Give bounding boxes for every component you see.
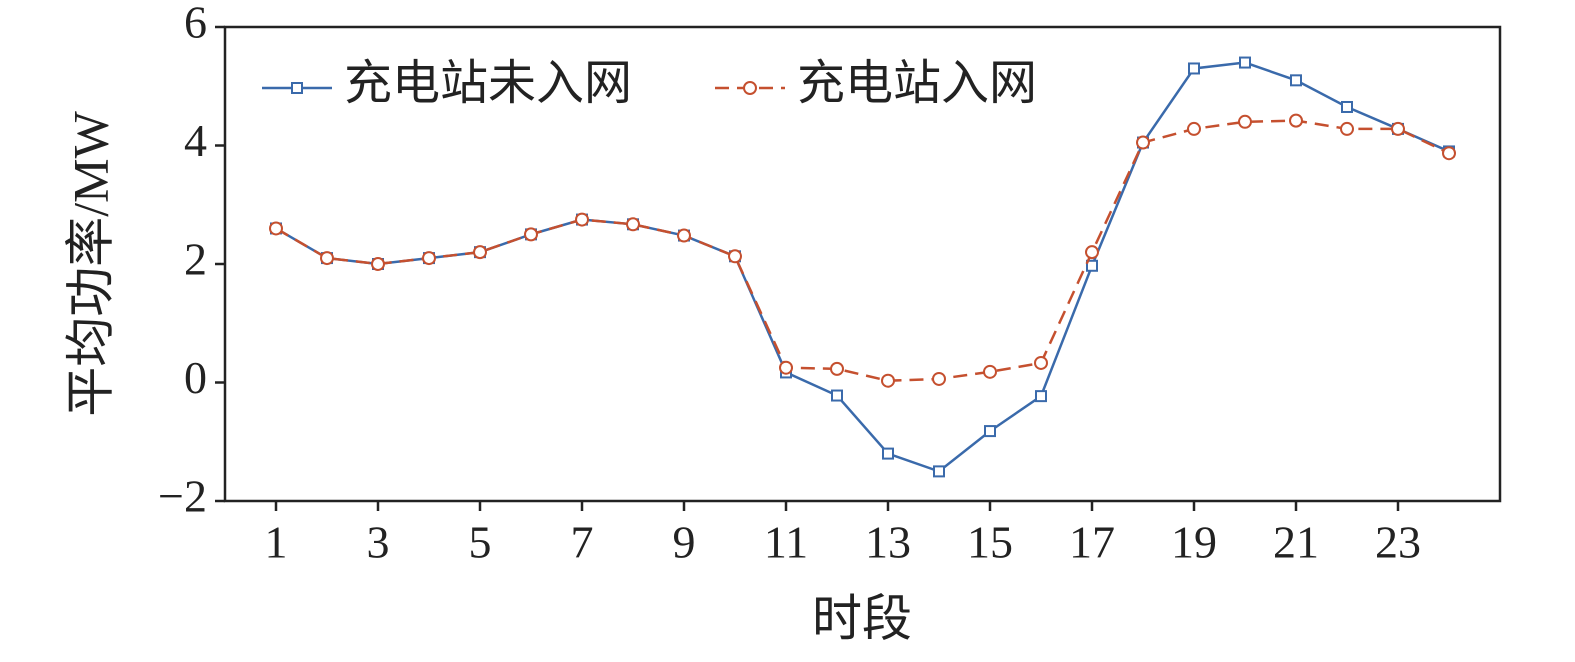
data-point bbox=[1442, 146, 1456, 161]
data-point bbox=[831, 389, 843, 402]
x-tick-label: 17 bbox=[1069, 517, 1115, 568]
x-tick-label: 19 bbox=[1171, 517, 1217, 568]
series-line bbox=[275, 119, 1450, 382]
data-point bbox=[524, 227, 538, 242]
data-point bbox=[1289, 113, 1303, 128]
data-point bbox=[1034, 355, 1048, 370]
x-tick-label: 23 bbox=[1375, 517, 1421, 568]
data-point bbox=[1035, 390, 1047, 403]
data-point bbox=[728, 249, 742, 264]
x-tick-label: 11 bbox=[764, 517, 808, 568]
y-tick-label: 6 bbox=[184, 0, 207, 48]
x-tick-label: 15 bbox=[967, 517, 1013, 568]
x-tick-label: 21 bbox=[1273, 517, 1319, 568]
data-point bbox=[269, 221, 283, 236]
data-point bbox=[1391, 121, 1405, 136]
data-point bbox=[1187, 121, 1201, 136]
data-point bbox=[933, 465, 945, 478]
x-tick-label: 3 bbox=[367, 517, 390, 568]
data-point bbox=[677, 228, 691, 243]
series-line bbox=[275, 61, 1450, 473]
data-point bbox=[422, 251, 436, 266]
data-point bbox=[882, 447, 894, 460]
data-point bbox=[1188, 62, 1200, 75]
y-axis-title: 平均功率/MW bbox=[62, 110, 118, 416]
data-point bbox=[1239, 56, 1251, 69]
data-point bbox=[881, 373, 895, 388]
data-point bbox=[575, 212, 589, 227]
data-point bbox=[983, 364, 997, 379]
y-tick-label: 4 bbox=[184, 115, 207, 166]
data-point bbox=[1340, 121, 1354, 136]
data-point bbox=[1086, 259, 1098, 272]
data-point bbox=[830, 361, 844, 376]
x-tick-label: 1 bbox=[265, 517, 288, 568]
y-tick-label: −2 bbox=[158, 471, 207, 522]
data-point bbox=[779, 360, 793, 375]
data-point bbox=[626, 217, 640, 232]
legend-marker bbox=[291, 82, 303, 94]
data-point bbox=[1341, 100, 1353, 113]
data-point bbox=[984, 425, 996, 438]
x-tick-label: 9 bbox=[673, 517, 696, 568]
y-tick-label: 0 bbox=[184, 352, 207, 403]
data-point bbox=[371, 257, 385, 271]
data-point bbox=[1136, 135, 1150, 150]
x-axis-title: 时段 bbox=[812, 590, 912, 646]
x-tick-label: 13 bbox=[865, 517, 911, 568]
x-tick-label: 5 bbox=[469, 517, 492, 568]
x-tick-label: 7 bbox=[571, 517, 594, 568]
data-point bbox=[932, 371, 946, 386]
data-point bbox=[320, 251, 334, 266]
y-tick-label: 2 bbox=[184, 234, 207, 285]
data-point bbox=[473, 245, 487, 260]
data-point bbox=[1290, 74, 1302, 87]
legend-label: 充电站未入网 bbox=[344, 57, 632, 110]
data-point bbox=[1238, 114, 1252, 129]
legend-marker bbox=[743, 81, 757, 95]
legend-label: 充电站入网 bbox=[797, 57, 1037, 110]
data-point bbox=[1085, 245, 1099, 260]
